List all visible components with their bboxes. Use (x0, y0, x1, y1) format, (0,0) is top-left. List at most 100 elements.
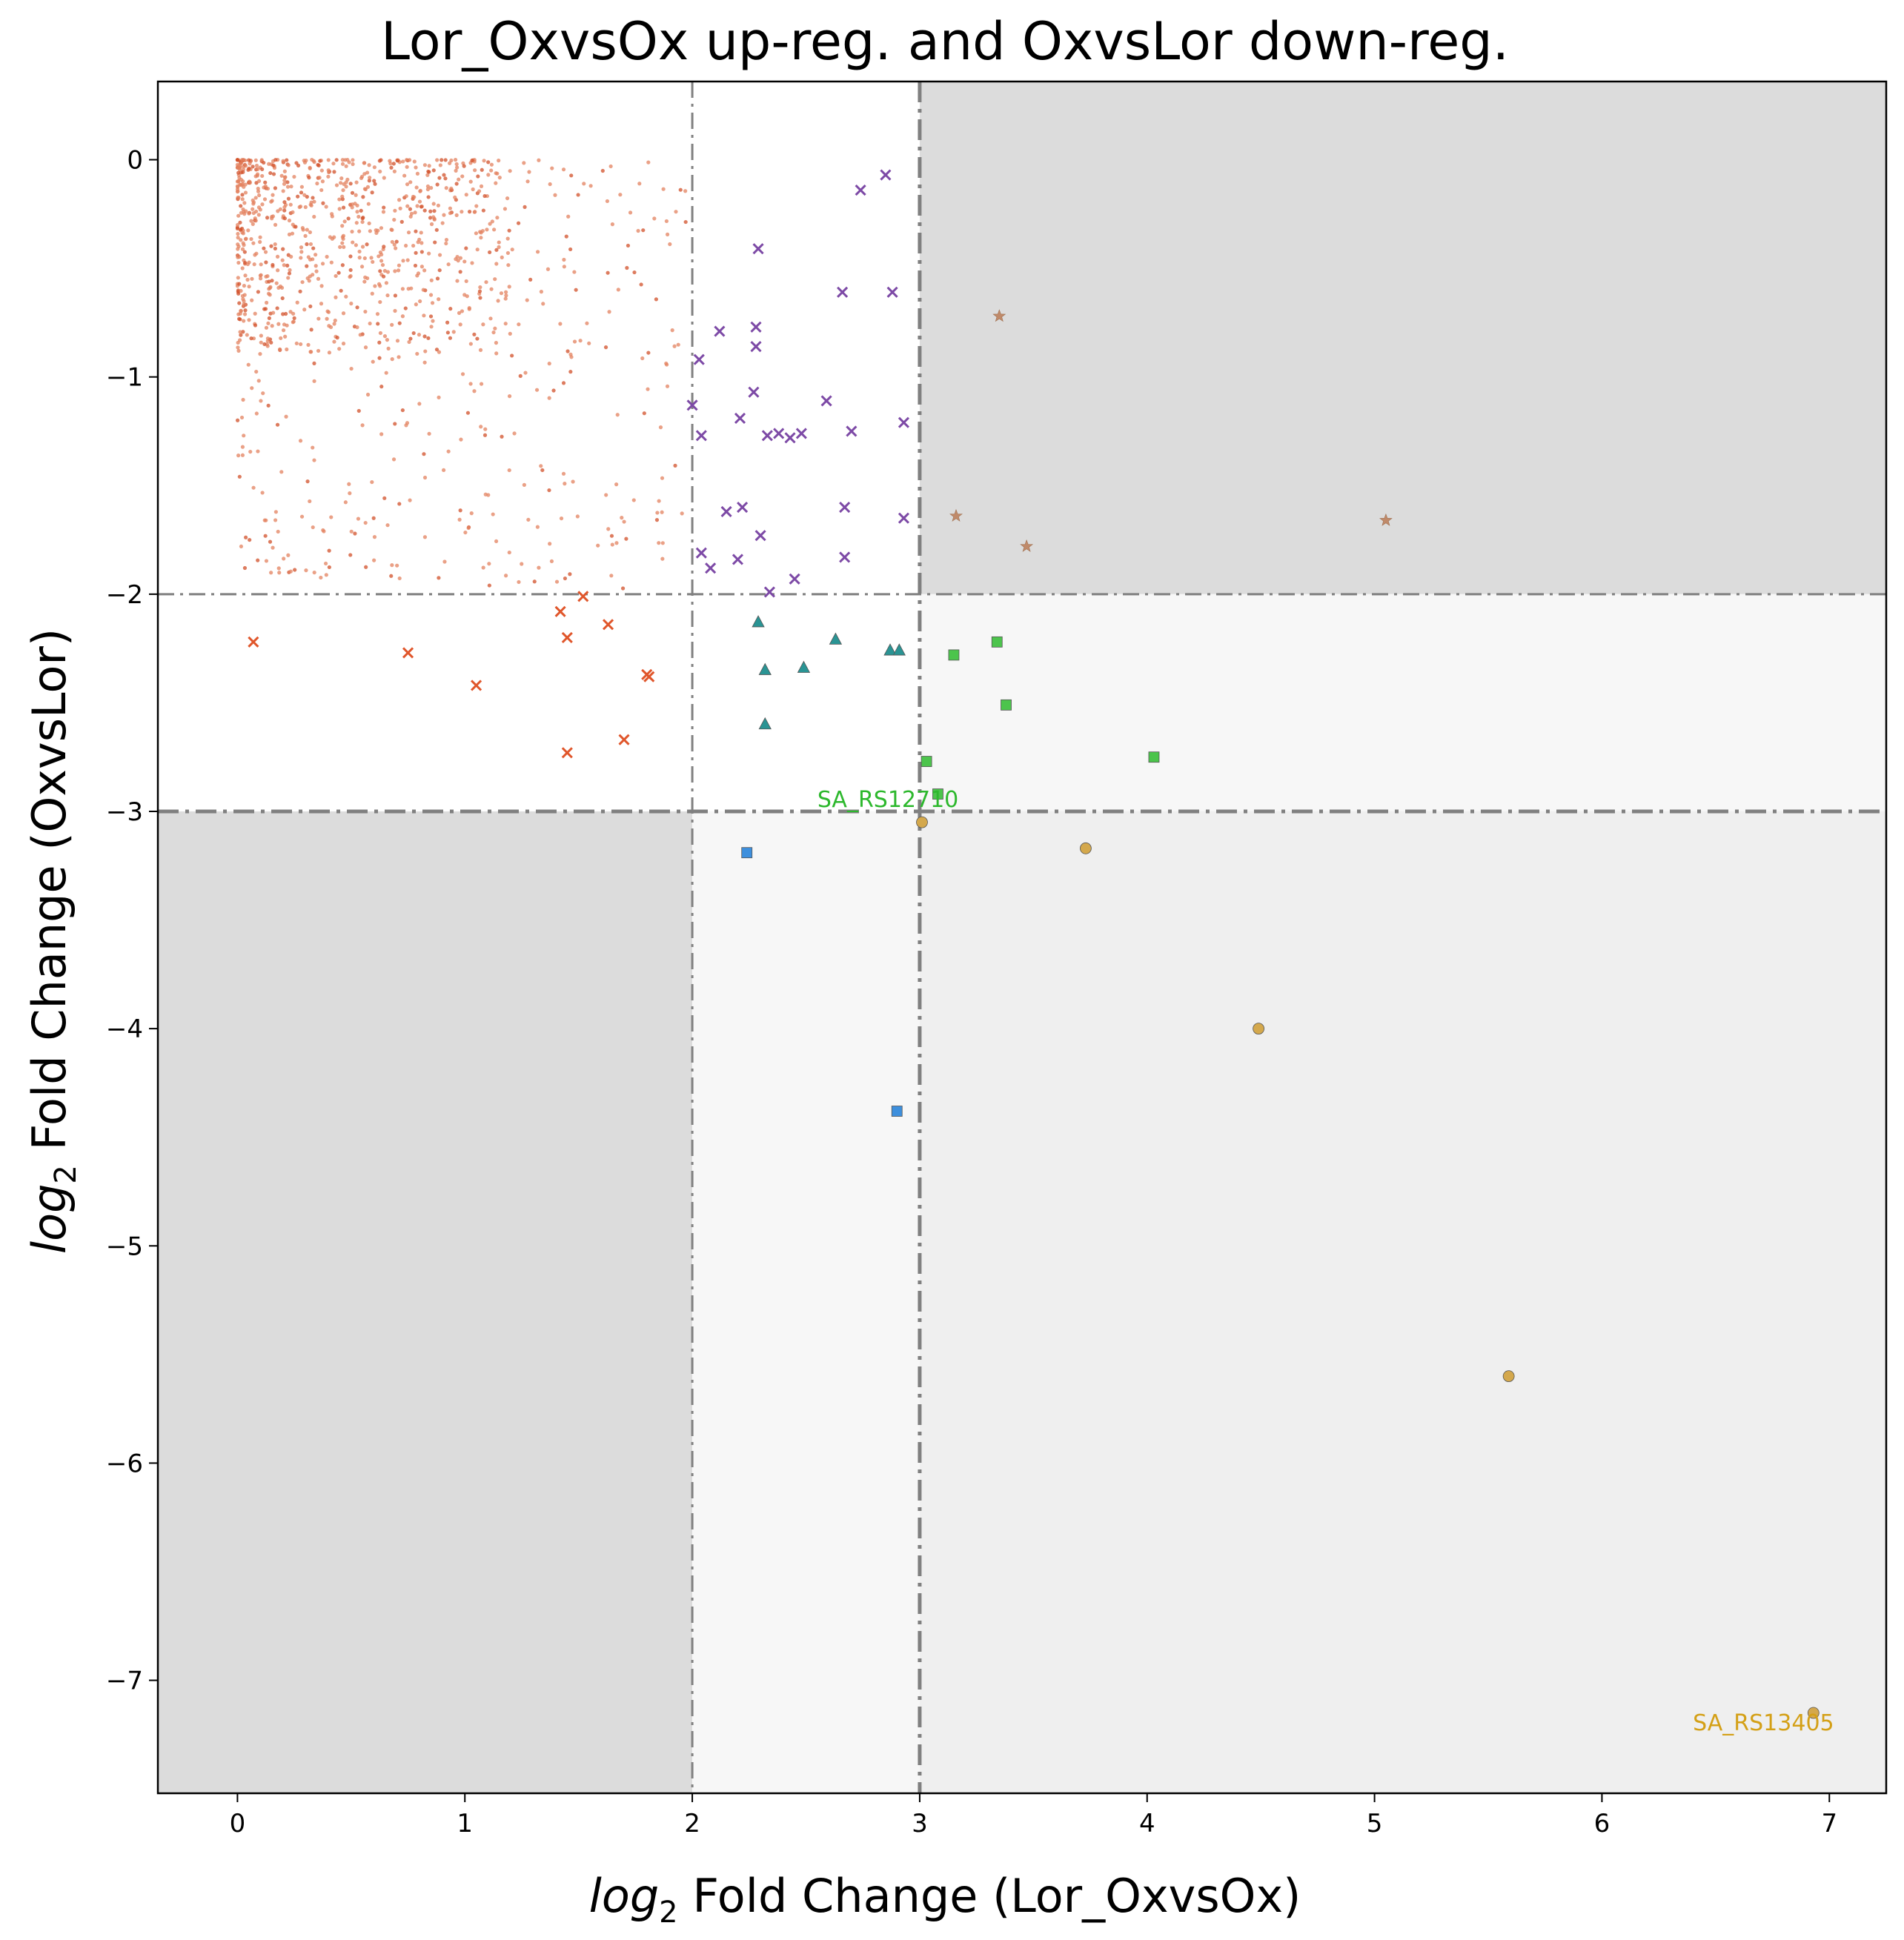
cloud-point (448, 206, 453, 210)
cloud-point (470, 158, 474, 163)
cloud-point (302, 193, 307, 197)
cloud-point (241, 330, 245, 334)
cloud-point (240, 193, 245, 197)
cloud-point (356, 214, 361, 219)
cloud-point (462, 259, 467, 264)
cloud-point (502, 207, 508, 211)
cloud-point (254, 411, 259, 416)
point-series-1 (734, 412, 746, 424)
cloud-point (282, 169, 287, 173)
point-series-3 (892, 643, 906, 656)
point-series-1 (886, 286, 898, 298)
cloud-point (260, 202, 265, 207)
cloud-point (380, 262, 385, 268)
cloud-point (554, 579, 560, 584)
cloud-point (532, 579, 537, 584)
cloud-point (434, 227, 439, 232)
cloud-point (240, 453, 245, 457)
cloud-point (236, 454, 241, 458)
cloud-point (342, 182, 346, 187)
cloud-point (343, 500, 348, 505)
cloud-point (267, 316, 271, 320)
cloud-point (282, 557, 286, 561)
cloud-point (363, 275, 368, 279)
cloud-point (293, 225, 298, 229)
cloud-point (248, 537, 252, 542)
cloud-point (250, 298, 254, 302)
cloud-point (340, 241, 345, 245)
x-tick-label: 7 (1821, 1809, 1837, 1838)
point-series-0 (618, 734, 630, 745)
cloud-point (482, 433, 488, 437)
x-tick-label: 1 (457, 1809, 473, 1838)
cloud-point (494, 262, 499, 266)
cloud-point (264, 274, 268, 279)
cloud-point (306, 342, 311, 347)
cloud-point (463, 530, 468, 535)
x-axis-label-log: log (589, 1869, 660, 1923)
cloud-point (473, 210, 477, 214)
point-series-0 (561, 747, 573, 759)
cloud-point (400, 287, 405, 291)
cloud-point (368, 321, 372, 326)
cloud-point (507, 550, 511, 555)
cloud-point (282, 182, 287, 186)
cloud-point (406, 287, 411, 291)
cloud-point (657, 541, 661, 545)
cloud-point (382, 176, 386, 180)
cloud-point (520, 562, 524, 566)
cloud-point (415, 351, 419, 356)
cloud-point (458, 322, 462, 327)
cloud-point (390, 227, 394, 232)
cloud-point (299, 256, 303, 260)
cloud-point (416, 271, 421, 276)
point-series-1 (839, 502, 851, 514)
cloud-point (391, 162, 396, 166)
cloud-point (367, 179, 371, 183)
point-series-2 (1020, 539, 1034, 552)
cloud-point (408, 207, 413, 211)
point-series-1 (705, 562, 717, 574)
x-tick-label: 0 (230, 1809, 246, 1838)
cloud-point (427, 251, 431, 256)
cloud-point (455, 254, 460, 259)
cloud-point (497, 159, 501, 163)
cloud-point (251, 485, 256, 490)
cloud-point (676, 342, 680, 347)
cloud-point (309, 328, 314, 332)
cloud-point (299, 514, 305, 519)
point-series-2 (949, 508, 963, 522)
cloud-point (400, 408, 405, 413)
cloud-point (391, 457, 397, 462)
cloud-point (271, 172, 276, 176)
cloud-point (267, 279, 271, 284)
cloud-point (269, 340, 273, 345)
point-series-6 (916, 816, 928, 828)
point-series-0 (554, 605, 566, 617)
cloud-point (414, 250, 418, 255)
cloud-point (539, 464, 543, 468)
cloud-point (535, 525, 540, 529)
cloud-point (308, 166, 312, 170)
cloud-point (312, 570, 316, 575)
cloud-point (245, 277, 250, 282)
cloud-point (401, 159, 405, 164)
cloud-point (401, 259, 405, 263)
point-series-0 (248, 636, 259, 648)
cloud-point (246, 362, 251, 367)
cloud-point (477, 189, 482, 193)
cloud-point (422, 535, 428, 539)
cloud-point (296, 163, 301, 167)
cloud-point (269, 199, 273, 204)
point-series-1 (752, 243, 764, 255)
cloud-point (279, 470, 284, 474)
cloud-point (328, 325, 334, 330)
cloud-point (340, 162, 345, 166)
cloud-point (350, 190, 355, 195)
cloud-point (249, 236, 253, 242)
cloud-point (384, 371, 388, 375)
point-series-1 (898, 416, 910, 428)
cloud-point (378, 330, 383, 336)
shaded-region-4 (919, 811, 1886, 1793)
cloud-point (359, 174, 365, 179)
